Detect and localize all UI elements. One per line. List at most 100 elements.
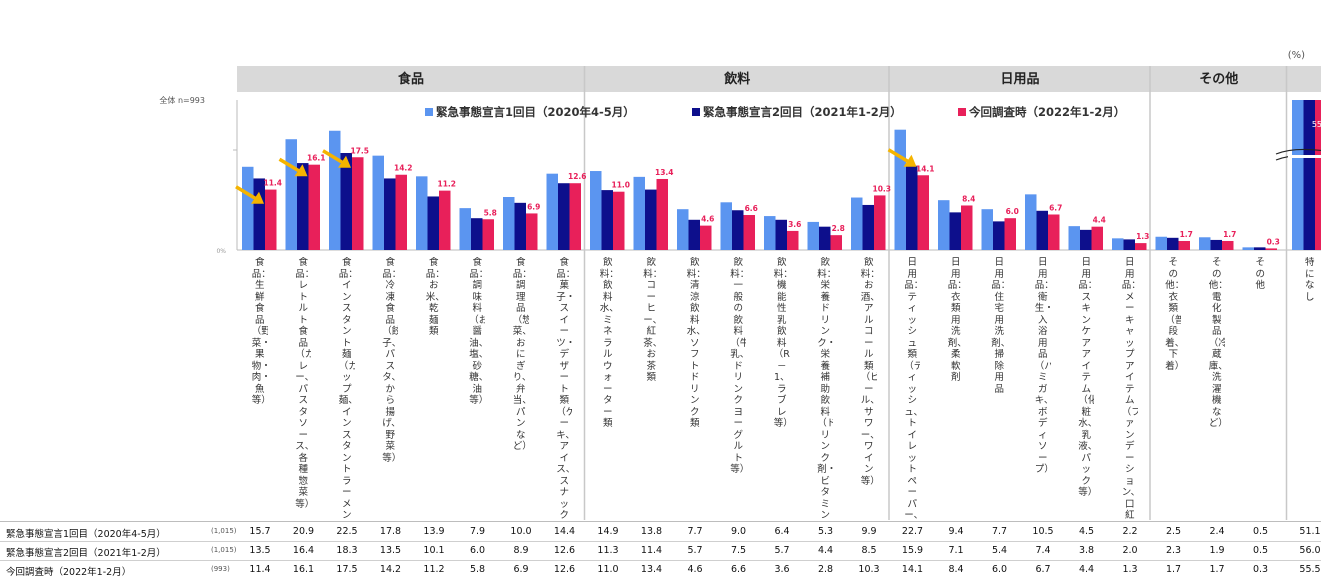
- bar-2-20: [1080, 229, 1092, 250]
- category-label-18: 日用品：住宅用洗剤、掃除用品: [991, 257, 1007, 395]
- group-header-2: 飲料: [723, 71, 750, 87]
- bar-1-20: [1068, 226, 1080, 250]
- table-cell: 55.5: [1299, 564, 1321, 575]
- data-label-12: 6.6: [745, 204, 758, 213]
- table-cell: 18.3: [336, 545, 358, 556]
- table-cell: 1.7: [1209, 564, 1225, 575]
- bar-3-3: [352, 157, 364, 250]
- bar-1-25: [1292, 100, 1304, 250]
- bar-1-19: [1025, 194, 1037, 250]
- bar-1-17: [938, 200, 950, 250]
- trend-arrow-2: [278, 157, 308, 177]
- table-cell: 1.3: [1122, 564, 1138, 575]
- data-label-17: 8.4: [962, 194, 975, 203]
- data-label-25: 55.5: [1312, 120, 1321, 129]
- bar-2-5: [427, 196, 439, 250]
- table-cell: 5.3: [817, 526, 834, 537]
- data-label-9: 11.0: [611, 181, 630, 190]
- bar-3-15: [874, 195, 886, 250]
- table-cell: 7.5: [730, 545, 747, 556]
- trend-arrow-3: [322, 149, 351, 168]
- table-cell: 5.8: [469, 564, 486, 575]
- table-cell: 0.5: [1252, 545, 1269, 556]
- table-cell: 3.6: [774, 564, 790, 575]
- data-label-20: 4.4: [1093, 216, 1106, 225]
- bar-1-23: [1199, 237, 1211, 250]
- bar-1-6: [459, 208, 471, 250]
- table-cell: 11.0: [597, 564, 619, 575]
- table-cell: 22.5: [336, 526, 358, 537]
- bar-3-4: [395, 174, 407, 250]
- axis-break-gap: [1288, 155, 1321, 158]
- data-label-22: 1.7: [1180, 230, 1193, 239]
- table-cell: 16.1: [292, 564, 315, 575]
- bar-1-8: [546, 173, 558, 250]
- table-cell: 5.4: [991, 545, 1008, 556]
- category-label-9: 飲料：飲料水、ミネラルウォーター類: [599, 257, 616, 429]
- table-cell: 2.3: [1165, 545, 1182, 556]
- category-label-8: 食品：菓子・スイーツ・デザート類（ケーキ、アイス、スナック菓子等）: [556, 257, 573, 519]
- bar-3-16: [917, 175, 929, 250]
- bar-1-18: [981, 209, 993, 250]
- group-header-1: 食品: [398, 71, 424, 87]
- table-cell: 6.7: [1035, 564, 1051, 575]
- table-cell: 13.5: [249, 545, 271, 556]
- table-cell: 6.4: [774, 526, 790, 537]
- table-cell: 9.9: [861, 526, 877, 537]
- table-cell: 1.7: [1165, 564, 1182, 575]
- table-cell: 8.5: [861, 545, 877, 556]
- table-cell: 7.4: [1035, 545, 1051, 556]
- bar-3-7: [526, 213, 538, 250]
- table-cell: 6.9: [513, 564, 529, 575]
- bar-2-6: [471, 218, 483, 250]
- table-row-3: 今回調査時（2022年1-2月） (993) 11.4 16.1 17.5 14.2 11.…: [0, 562, 1321, 579]
- category-label-20: 日用品：スキンケアアイテム（化粧水、乳液、パック等）: [1078, 257, 1095, 498]
- table-cell: 13.4: [640, 564, 663, 575]
- data-label-16: 14.1: [916, 164, 935, 173]
- category-label-21: 日用品：メーキャップアイテム（ファンデーション、口紅等）: [1121, 257, 1138, 519]
- bar-1-24: [1242, 247, 1254, 250]
- bar-2-10: [645, 189, 657, 250]
- bar-2-11: [688, 219, 700, 250]
- bar-3-17: [961, 205, 973, 250]
- bar-2-22: [1167, 237, 1179, 250]
- table-row-2: 緊急事態宣言2回目（2021年1-2月） (1,015) 13.5 16.4 18.3 1…: [0, 543, 1321, 560]
- bar-2-17: [949, 212, 961, 250]
- data-label-15: 10.3: [872, 184, 891, 193]
- group-header-bg: [1281, 66, 1321, 92]
- category-label-24: その他: [1255, 257, 1265, 291]
- category-label-19: 日用品：衛生・入浴用品（ハミガキ、ボディソープ）: [1034, 257, 1051, 475]
- category-label-10: 飲料：コーヒー、紅茶、お茶類: [643, 257, 659, 383]
- table-cell: 7.1: [948, 545, 964, 556]
- data-label-4: 14.2: [394, 164, 413, 173]
- bar-2-23: [1210, 239, 1222, 250]
- bar-3-21: [1135, 243, 1147, 250]
- table-row-n: (1,015): [211, 546, 237, 554]
- category-label-4: 食品：冷凍食品（餃子、パスタ、から揚げ、野菜等）: [382, 257, 399, 464]
- bar-2-19: [1036, 210, 1048, 250]
- bar-1-4: [372, 155, 384, 250]
- bar-2-8: [558, 183, 570, 250]
- category-label-16: 日用品：ティッシュ類（ティッシュ、トイレットペーパー、キッチンペーパー）: [904, 257, 921, 519]
- table-cell: 22.7: [901, 526, 924, 537]
- bar-1-21: [1112, 238, 1124, 250]
- bar-2-1: [253, 178, 265, 250]
- bar-1-5: [416, 176, 428, 250]
- category-label-22: その他：衣類（普段着、下着）: [1165, 257, 1182, 372]
- table-cell: 12.6: [553, 564, 576, 575]
- category-label-15: 飲料：お酒、アルコール類（ビール、サワー、ワイン等）: [860, 257, 877, 487]
- bar-2-2: [297, 163, 309, 250]
- category-label-23: その他：電化製品（冷蔵庫、洗濯機など）: [1208, 257, 1225, 429]
- bar-1-16: [894, 129, 906, 250]
- bar-2-15: [862, 204, 874, 250]
- bar-1-2: [285, 139, 297, 250]
- group-header-bg: [1150, 66, 1287, 92]
- category-label-25: 特になし: [1304, 257, 1315, 303]
- table-cell: 13.8: [640, 526, 663, 537]
- table-row-n: (1,015): [211, 527, 237, 535]
- table-row-1: 緊急事態宣言1回目（2020年4-5月） (1,015) 15.7 20.9 22.5 1…: [0, 524, 1321, 541]
- table-cell: 17.8: [379, 526, 402, 537]
- table-cell: 5.7: [687, 545, 703, 556]
